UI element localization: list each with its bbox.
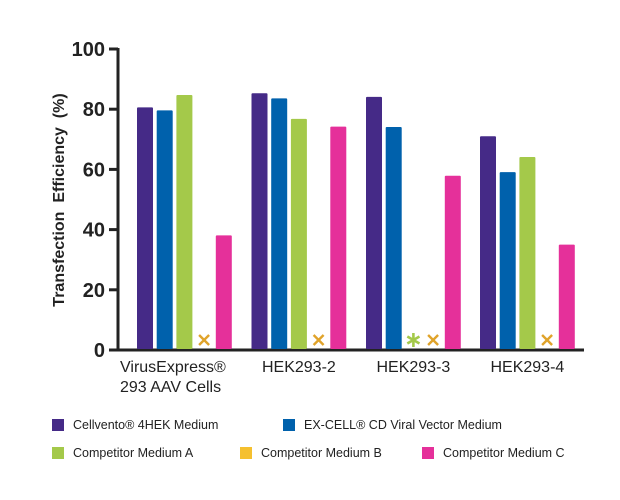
- bar-chart: 0 20 40 60 80 100 Transfection Efficiency (%) V…: [51, 39, 584, 396]
- legend-item-ex-cell: EX-CELL® CD Viral Vector Medium: [283, 418, 502, 432]
- legend-item-competitor-a: Competitor Medium A: [52, 446, 193, 460]
- missing-x-marker: [427, 334, 439, 346]
- y-tick-label: 80: [83, 99, 105, 121]
- bar: [290, 118, 307, 349]
- legend-item-cellvento: Cellvento® 4HEK Medium: [52, 418, 218, 432]
- legend-swatch: [52, 419, 64, 431]
- bar: [519, 157, 536, 349]
- legend-swatch: [422, 447, 434, 459]
- x-category-label: 293 AAV Cells: [120, 379, 221, 396]
- x-category-label: VirusExpress®: [120, 359, 226, 376]
- asterisk-marker: [406, 335, 421, 345]
- legend-label: Competitor Medium C: [443, 446, 565, 460]
- y-tick-label: 0: [94, 340, 105, 362]
- missing-x-marker: [312, 334, 325, 346]
- bar: [176, 95, 193, 349]
- y-axis-label: Transfection Efficiency (%): [51, 93, 68, 306]
- x-category-label: HEK293-3: [376, 359, 450, 376]
- y-tick-label: 100: [72, 39, 105, 61]
- x-category-label: HEK293-2: [262, 359, 336, 376]
- missing-x-marker: [541, 334, 553, 346]
- bar: [156, 110, 173, 350]
- missing-x-marker: [198, 334, 210, 346]
- bar: [330, 126, 347, 350]
- y-tick-label: 40: [83, 220, 105, 242]
- legend-label: EX-CELL® CD Viral Vector Medium: [304, 418, 502, 432]
- bar: [444, 175, 461, 349]
- bar: [366, 96, 382, 349]
- legend-swatch: [52, 447, 64, 459]
- bar: [215, 235, 232, 349]
- legend-item-competitor-b: Competitor Medium B: [240, 446, 382, 460]
- bar: [137, 107, 153, 349]
- legend-swatch: [283, 419, 295, 431]
- y-tick-label: 60: [83, 159, 105, 181]
- bar: [251, 93, 268, 349]
- legend-label: Competitor Medium B: [261, 446, 382, 460]
- bar: [271, 98, 288, 349]
- legend-item-competitor-c: Competitor Medium C: [422, 446, 565, 460]
- legend-swatch: [240, 447, 252, 459]
- legend-label: Cellvento® 4HEK Medium: [73, 418, 219, 432]
- bar: [480, 136, 496, 349]
- legend-label: Competitor Medium A: [73, 446, 194, 460]
- x-category-label: HEK293-4: [490, 359, 564, 376]
- y-tick-label: 20: [83, 280, 105, 302]
- bar: [385, 126, 402, 349]
- bar: [558, 244, 575, 349]
- bar: [499, 172, 516, 349]
